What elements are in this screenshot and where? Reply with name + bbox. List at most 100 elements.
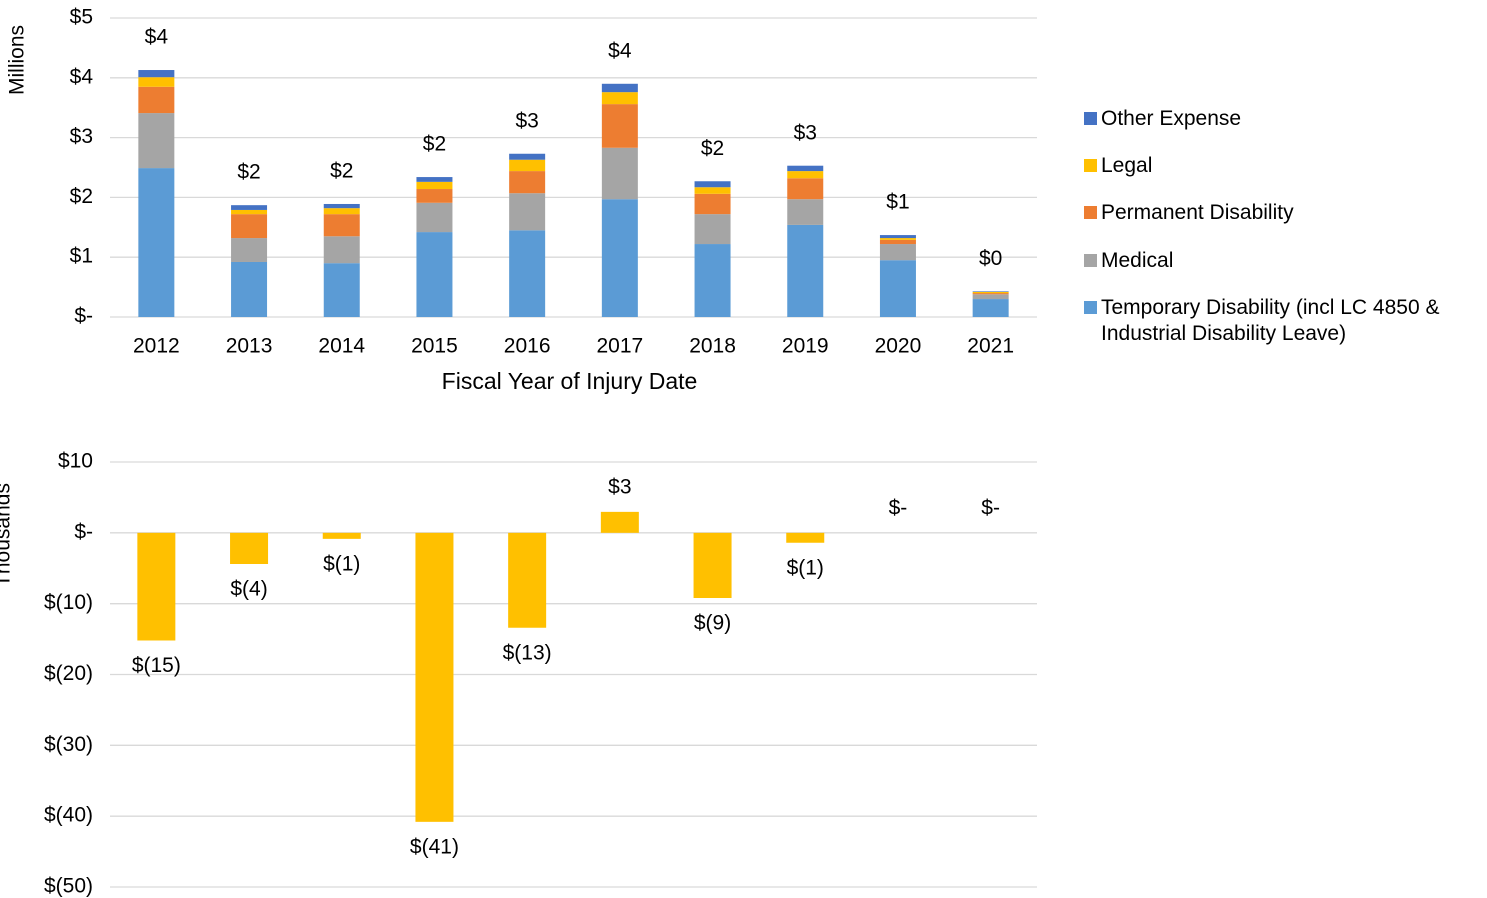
bar-segment bbox=[416, 181, 453, 190]
legend-swatch bbox=[1084, 206, 1097, 219]
bar bbox=[230, 532, 269, 564]
legend-label: Medical bbox=[1101, 249, 1174, 272]
y-tick-label: $5 bbox=[70, 6, 93, 29]
legend-item: Medical bbox=[1084, 248, 1462, 274]
bar-segment bbox=[138, 70, 175, 78]
bar-segment bbox=[972, 291, 1009, 294]
data-label: $- bbox=[889, 496, 908, 519]
bar-segment bbox=[972, 294, 1009, 300]
bar-segment bbox=[694, 214, 731, 245]
y-tick-label: $(20) bbox=[44, 662, 93, 685]
bar-segment bbox=[509, 230, 546, 317]
bar-segment bbox=[231, 261, 268, 317]
legend-item: Legal bbox=[1084, 153, 1462, 179]
data-label: $- bbox=[981, 496, 1000, 519]
bar-segment bbox=[416, 232, 453, 317]
total-label: $0 bbox=[979, 247, 1002, 270]
bar-segment bbox=[787, 165, 824, 172]
bar bbox=[786, 532, 825, 543]
bar-segment bbox=[323, 263, 360, 317]
y-tick-label: $(40) bbox=[44, 804, 93, 827]
x-tick-label: 2015 bbox=[411, 335, 458, 358]
data-label: $(41) bbox=[410, 835, 459, 858]
y-tick-label: $3 bbox=[70, 125, 93, 148]
bar-segment bbox=[601, 92, 638, 105]
bar-segment bbox=[231, 238, 268, 262]
bar-segment bbox=[138, 168, 175, 317]
data-label: $(13) bbox=[503, 641, 552, 664]
total-label: $4 bbox=[608, 39, 632, 62]
y-tick-label: $(50) bbox=[44, 875, 93, 898]
total-label: $3 bbox=[794, 121, 817, 144]
x-axis-label: Fiscal Year of Injury Date bbox=[442, 368, 698, 394]
x-tick-label: 2021 bbox=[967, 335, 1014, 358]
bar-segment bbox=[972, 299, 1009, 317]
y-tick-label: $4 bbox=[70, 65, 94, 88]
x-tick-label: 2013 bbox=[226, 335, 273, 358]
bar bbox=[415, 532, 454, 822]
bar bbox=[693, 532, 732, 598]
bar-segment bbox=[138, 77, 175, 87]
bar-segment bbox=[879, 244, 916, 261]
x-tick-label: 2014 bbox=[318, 335, 365, 358]
legend-swatch bbox=[1084, 254, 1097, 267]
bar-segment bbox=[509, 153, 546, 160]
y-tick-label: $2 bbox=[70, 185, 93, 208]
y-tick-label: $(30) bbox=[44, 733, 93, 756]
y-tick-label: $- bbox=[74, 305, 93, 328]
bar-segment bbox=[787, 224, 824, 317]
legend-swatch bbox=[1084, 159, 1097, 172]
total-label: $4 bbox=[145, 26, 169, 49]
bar-segment bbox=[601, 147, 638, 200]
bar bbox=[600, 511, 639, 533]
y-tick-label: $(10) bbox=[44, 591, 93, 614]
data-label: $(9) bbox=[694, 612, 731, 635]
x-tick-label: 2012 bbox=[133, 335, 180, 358]
bar-segment bbox=[231, 209, 268, 215]
bar-segment bbox=[601, 104, 638, 148]
x-tick-label: 2020 bbox=[875, 335, 922, 358]
bar-segment bbox=[601, 199, 638, 317]
bar-segment bbox=[601, 83, 638, 93]
bar-segment bbox=[416, 189, 453, 203]
legend-item: Other Expense bbox=[1084, 106, 1462, 132]
bar-segment bbox=[972, 293, 1009, 295]
bar-segment bbox=[879, 238, 916, 240]
bar-segment bbox=[694, 193, 731, 215]
bar-segment bbox=[879, 260, 916, 317]
x-tick-label: 2016 bbox=[504, 335, 551, 358]
bar bbox=[322, 532, 361, 539]
legend-label: Other Expense bbox=[1101, 107, 1242, 130]
total-label: $2 bbox=[423, 133, 446, 156]
legend-swatch bbox=[1084, 301, 1097, 314]
legend-label: Permanent Disability bbox=[1101, 201, 1294, 224]
bar-segment bbox=[972, 291, 1009, 292]
y-tick-label: $1 bbox=[70, 245, 93, 268]
bar-segment bbox=[138, 113, 175, 169]
y-axis-label: Thousands bbox=[0, 483, 15, 587]
data-label: $(1) bbox=[323, 552, 360, 575]
bar-segment bbox=[509, 159, 546, 172]
data-label: $(1) bbox=[787, 556, 824, 579]
x-tick-label: 2018 bbox=[689, 335, 736, 358]
x-tick-label: 2019 bbox=[782, 335, 829, 358]
data-label: $(15) bbox=[132, 654, 181, 677]
y-tick-label: $10 bbox=[58, 450, 93, 473]
total-label: $2 bbox=[237, 161, 260, 184]
legend-label: Legal bbox=[1101, 154, 1153, 177]
total-label: $3 bbox=[515, 109, 538, 132]
legend-item: Permanent Disability bbox=[1084, 200, 1462, 226]
bar bbox=[137, 532, 176, 641]
legend-item: Temporary Disability (incl LC 4850 & Ind… bbox=[1084, 295, 1462, 347]
bar-segment bbox=[787, 199, 824, 225]
bar-segment bbox=[879, 235, 916, 239]
data-label: $(4) bbox=[230, 578, 267, 601]
bar-segment bbox=[694, 187, 731, 194]
bar-segment bbox=[694, 181, 731, 188]
bar-segment bbox=[509, 171, 546, 194]
x-tick-label: 2017 bbox=[596, 335, 643, 358]
bar-segment bbox=[138, 86, 175, 114]
total-label: $2 bbox=[701, 137, 724, 160]
